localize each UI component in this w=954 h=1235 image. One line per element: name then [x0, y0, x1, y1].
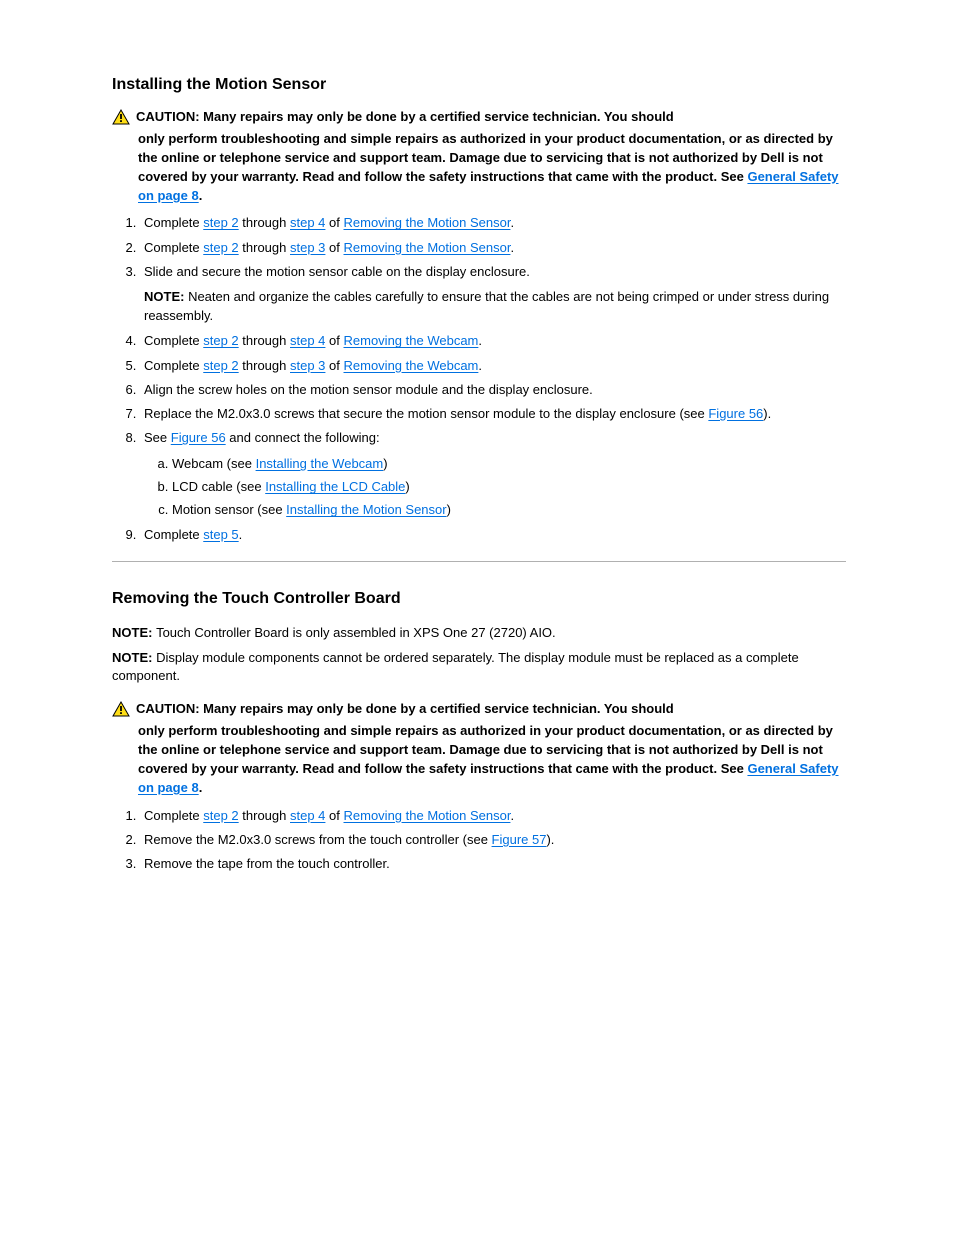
ms-step-4: Complete step 2 through step 4 of Removi… — [140, 331, 846, 351]
link-step2-1[interactable]: step 2 — [203, 215, 238, 230]
section-touch-controller: Removing the Touch Controller Board NOTE… — [112, 590, 846, 874]
steps-touch-controller: Complete step 2 through step 4 of Removi… — [112, 806, 846, 874]
link-step4-tc1[interactable]: step 4 — [290, 808, 325, 823]
ms-step-8b: LCD cable (see Installing the LCD Cable) — [172, 477, 846, 497]
warning-icon — [112, 701, 130, 722]
ms-step-8c: Motion sensor (see Installing the Motion… — [172, 500, 846, 520]
ms-step-6: Align the screw holes on the motion sens… — [140, 380, 846, 400]
page: Installing the Motion Sensor CAUTION: Ma… — [0, 0, 954, 1235]
link-fig57[interactable]: Figure 57 — [492, 832, 547, 847]
link-safety-tc[interactable]: General Safety on page 8 — [138, 761, 839, 795]
link-removing-ms-1[interactable]: Removing the Motion Sensor — [344, 215, 511, 230]
caution-body-tc: only perform troubleshooting and simple … — [138, 722, 846, 797]
link-step5-9[interactable]: step 5 — [203, 527, 238, 542]
tc-step-2: Remove the M2.0x3.0 screws from the touc… — [140, 830, 846, 850]
ms-step-2: Complete step 2 through step 3 of Removi… — [140, 238, 846, 258]
warning-icon — [112, 109, 130, 130]
ms-step-9: Complete step 5. — [140, 525, 846, 545]
note-tc-2: NOTE: Display module components cannot b… — [112, 649, 846, 687]
link-step4-4[interactable]: step 4 — [290, 333, 325, 348]
link-install-motion-sensor[interactable]: Installing the Motion Sensor — [286, 502, 446, 517]
caution-lead-tc: CAUTION: Many repairs may only be done b… — [136, 700, 674, 719]
caution-block-tc: CAUTION: Many repairs may only be done b… — [112, 700, 846, 797]
link-step3-2[interactable]: step 3 — [290, 240, 325, 255]
link-step2-2[interactable]: step 2 — [203, 240, 238, 255]
note-label-cables: NOTE: — [144, 289, 188, 304]
note-label-tc2: NOTE: — [112, 650, 156, 665]
steps-motion-sensor: Complete step 2 through step 4 of Removi… — [112, 213, 846, 544]
ms-step-5: Complete step 2 through step 3 of Removi… — [140, 356, 846, 376]
link-step4-1[interactable]: step 4 — [290, 215, 325, 230]
link-removing-webcam-4[interactable]: Removing the Webcam — [344, 333, 479, 348]
link-step2-5[interactable]: step 2 — [203, 358, 238, 373]
link-step2-tc1[interactable]: step 2 — [203, 808, 238, 823]
link-step2-4[interactable]: step 2 — [203, 333, 238, 348]
substeps-ms8: Webcam (see Installing the Webcam) LCD c… — [144, 454, 846, 520]
link-safety-ms[interactable]: General Safety on page 8 — [138, 169, 839, 203]
link-step3-5[interactable]: step 3 — [290, 358, 325, 373]
link-removing-ms-tc1[interactable]: Removing the Motion Sensor — [344, 808, 511, 823]
heading-touch-controller: Removing the Touch Controller Board — [112, 590, 846, 608]
link-install-webcam[interactable]: Installing the Webcam — [256, 456, 384, 471]
link-fig56-7[interactable]: Figure 56 — [708, 406, 763, 421]
link-removing-ms-2[interactable]: Removing the Motion Sensor — [344, 240, 511, 255]
section-motion-sensor: Installing the Motion Sensor CAUTION: Ma… — [112, 76, 846, 545]
tc-step-1: Complete step 2 through step 4 of Removi… — [140, 806, 846, 826]
note-cables: NOTE: Neaten and organize the cables car… — [144, 288, 846, 326]
link-fig56-8[interactable]: Figure 56 — [171, 430, 226, 445]
note-label-tc1: NOTE: — [112, 625, 156, 640]
ms-step-8: See Figure 56 and connect the following:… — [140, 428, 846, 521]
heading-motion-sensor: Installing the Motion Sensor — [112, 76, 846, 94]
note-tc-1: NOTE: Touch Controller Board is only ass… — [112, 624, 846, 643]
caution-lead-ms: CAUTION: Many repairs may only be done b… — [136, 108, 674, 127]
caution-block-ms: CAUTION: Many repairs may only be done b… — [112, 108, 846, 205]
ms-step-1: Complete step 2 through step 4 of Removi… — [140, 213, 846, 233]
ms-step-8a: Webcam (see Installing the Webcam) — [172, 454, 846, 474]
ms-step-7: Replace the M2.0x3.0 screws that secure … — [140, 404, 846, 424]
section-divider — [112, 561, 846, 562]
link-removing-webcam-5[interactable]: Removing the Webcam — [344, 358, 479, 373]
caution-body-ms: only perform troubleshooting and simple … — [138, 130, 846, 205]
link-install-lcd-cable[interactable]: Installing the LCD Cable — [265, 479, 405, 494]
ms-step-3: Slide and secure the motion sensor cable… — [140, 262, 846, 326]
tc-step-3: Remove the tape from the touch controlle… — [140, 854, 846, 874]
